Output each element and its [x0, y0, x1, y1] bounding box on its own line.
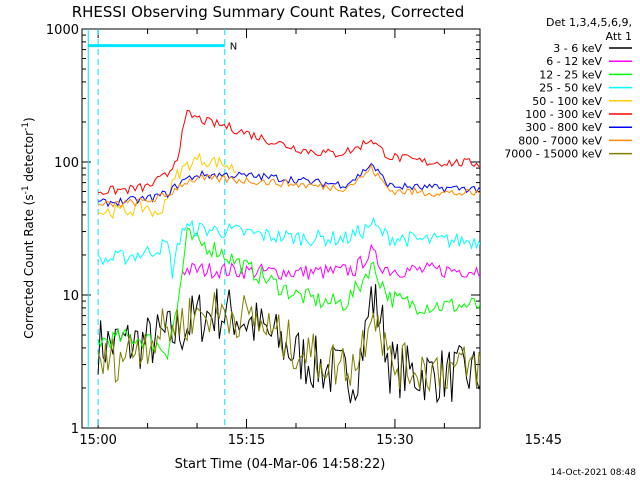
date-stamp: 14-Oct-2021 08:48	[551, 468, 637, 478]
y-axis-label-sup2: -1	[21, 122, 31, 131]
y-tick-label: 100	[54, 156, 79, 171]
series-line	[98, 163, 480, 208]
legend-label: 7000 - 15000 keV	[504, 148, 602, 161]
legend-label: 3 - 6 keV	[553, 42, 602, 55]
x-axis-label: Start Time (04-Mar-06 14:58:22)	[175, 457, 386, 472]
plot-area: 110100100015:0015:1515:3015:4516:0016:15…	[46, 23, 562, 448]
series-line	[97, 216, 480, 279]
x-tick-label: 15:45	[525, 433, 562, 448]
chart-title: RHESSI Observing Summary Count Rates, Co…	[72, 3, 465, 21]
series-area	[87, 29, 480, 428]
y-tick-label: 1000	[46, 23, 79, 38]
series-line	[98, 162, 480, 208]
x-tick-label: 15:15	[228, 433, 265, 448]
x-tick-label: 15:00	[79, 433, 116, 448]
legend-label: 100 - 300 keV	[525, 108, 602, 121]
legend-label: 25 - 50 keV	[539, 82, 602, 95]
y-axis-label-mid: detector	[22, 131, 36, 186]
legend-label: 6 - 12 keV	[546, 55, 602, 68]
y-axis-label-sup1: -1	[21, 185, 31, 194]
night-label: N	[230, 42, 237, 53]
series-line	[97, 292, 480, 393]
legend-label: 12 - 25 keV	[539, 68, 602, 81]
series-line	[97, 109, 480, 196]
legend-label: 800 - 7000 keV	[518, 134, 602, 147]
y-axis-label-end: )	[22, 117, 36, 122]
series-line	[97, 227, 480, 361]
series-line	[181, 243, 480, 280]
legend-label: 50 - 100 keV	[532, 95, 602, 108]
y-axis-label: Corrected Count Rate (s-1 detector-1)	[21, 117, 36, 338]
series-line	[98, 152, 237, 220]
y-tick-label: 1	[71, 422, 79, 437]
legend-header-line-1: Det 1,3,4,5,6,9,	[546, 16, 632, 29]
y-axis-label-main: Corrected Count Rate (s	[22, 194, 36, 338]
plot-frame	[81, 28, 481, 429]
series-line	[97, 284, 480, 404]
y-tick-label: 10	[62, 289, 79, 304]
x-tick-label: 15:30	[376, 433, 413, 448]
legend-label: 300 - 800 keV	[525, 121, 602, 134]
legend-header-line-2: Att 1	[606, 30, 632, 43]
